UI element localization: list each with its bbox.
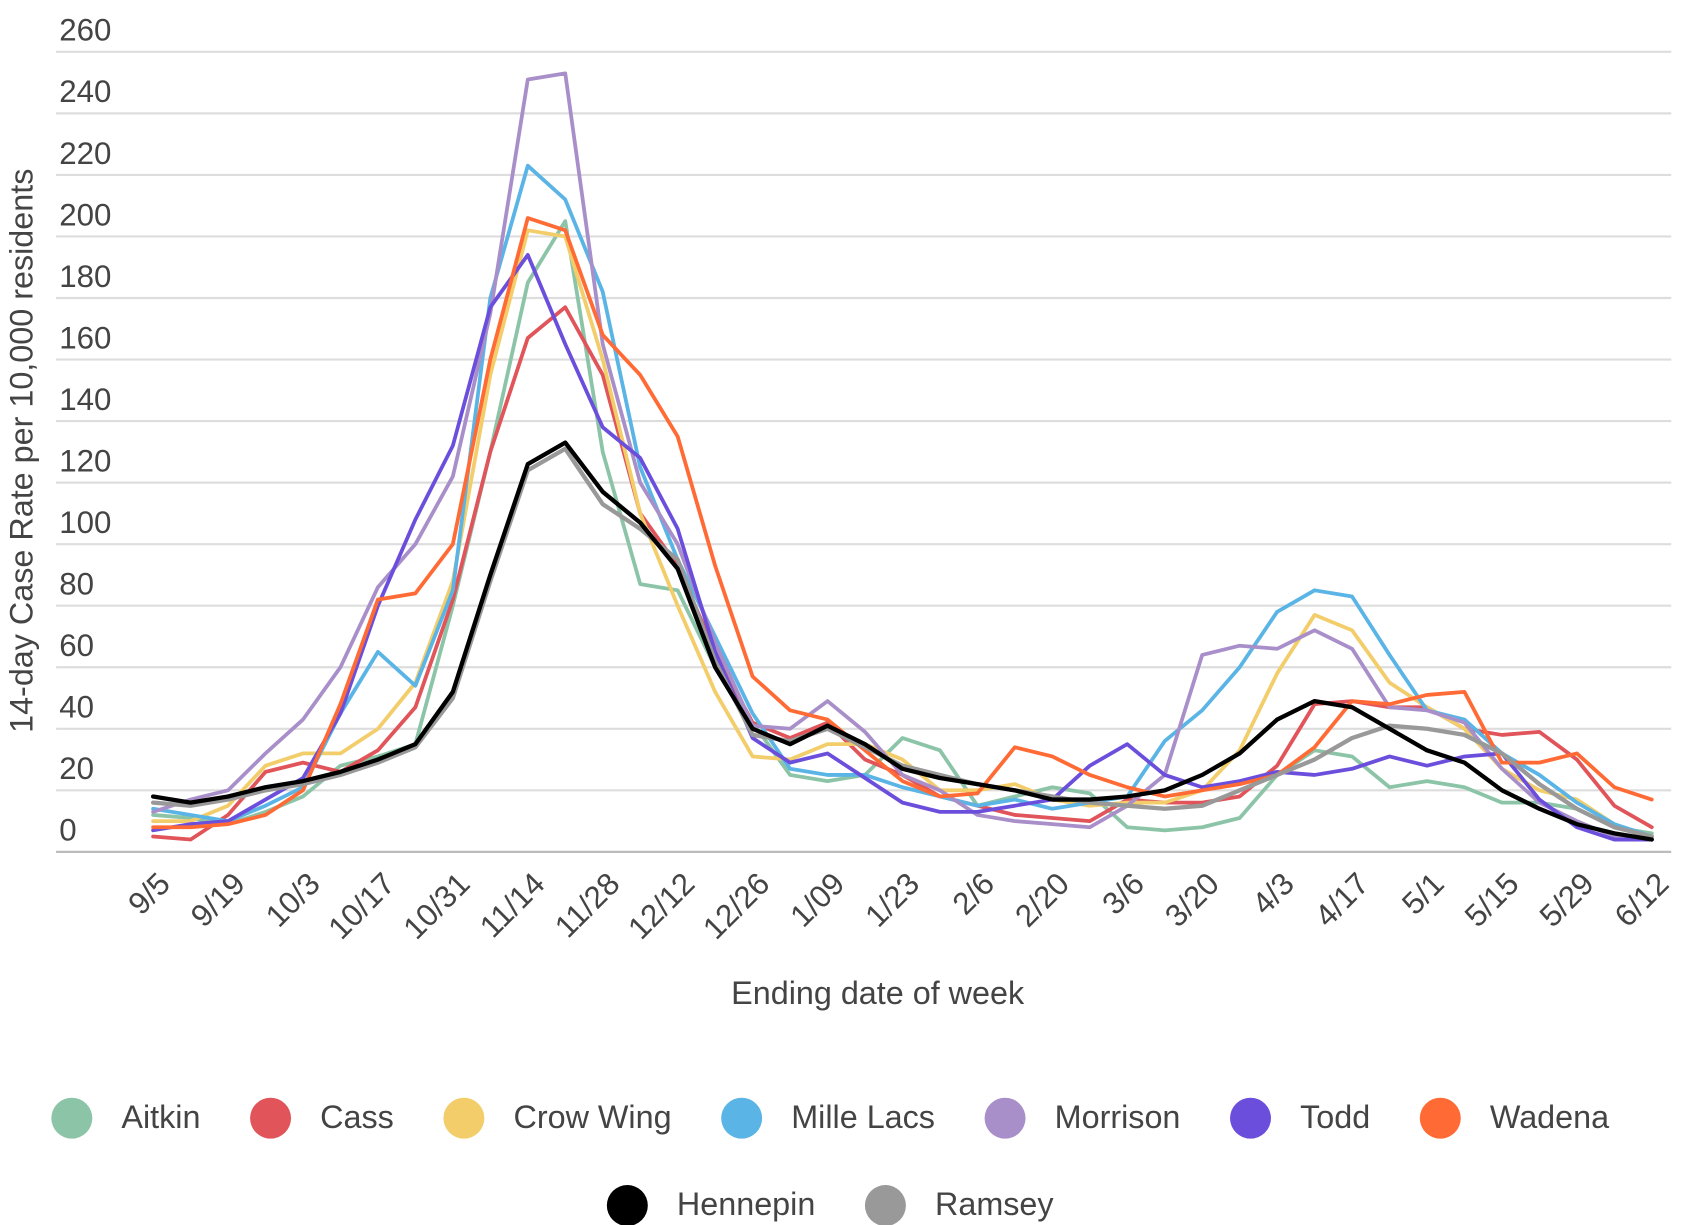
- x-tick-label: 9/19: [184, 866, 252, 934]
- series-line: [151, 253, 1654, 842]
- y-tick-label: 120: [59, 443, 111, 478]
- y-tick-label: 200: [59, 197, 111, 232]
- y-tick-label: 180: [59, 259, 111, 294]
- x-tick-label: 10/17: [322, 866, 402, 946]
- y-tick-label: 140: [59, 382, 111, 417]
- legend-label: Cass: [320, 1099, 394, 1135]
- series-line: [151, 216, 1654, 830]
- legend-swatch: [1230, 1097, 1271, 1139]
- x-tick-label: 4/17: [1308, 866, 1376, 934]
- legend-swatch: [864, 1185, 906, 1225]
- y-tick-label: 160: [59, 320, 111, 355]
- legend-swatch: [606, 1185, 648, 1225]
- x-tick-label: 11/14: [473, 866, 551, 944]
- legend-swatch: [443, 1097, 485, 1139]
- y-tick-label: 40: [59, 690, 94, 725]
- x-tick-label: 3/20: [1158, 866, 1226, 934]
- y-tick-label: 60: [59, 628, 94, 663]
- x-tick-label: 5/15: [1458, 866, 1526, 934]
- series-line: [150, 446, 1654, 839]
- y-tick-label: 80: [59, 567, 94, 602]
- legend-label: Morrison: [1055, 1099, 1181, 1135]
- x-tick-label: 1/23: [858, 866, 926, 934]
- legend-label: Mille Lacs: [791, 1099, 935, 1135]
- legend-swatch: [250, 1097, 292, 1139]
- legend-label: Aitkin: [121, 1099, 200, 1135]
- y-tick-label: 100: [59, 505, 111, 540]
- y-axis-title: 14-day Case Rate per 10,000 residents: [3, 169, 39, 733]
- x-tick-label: 3/6: [1096, 866, 1151, 921]
- legend-label: Ramsey: [935, 1186, 1054, 1222]
- series-line: [151, 71, 1654, 842]
- x-axis-title: Ending date of week: [731, 975, 1025, 1011]
- legend-label: Crow Wing: [513, 1099, 671, 1135]
- series-line: [150, 440, 1654, 842]
- series-line: [151, 163, 1654, 839]
- legend-label: Wadena: [1490, 1099, 1609, 1135]
- legend-row: Aitkin Cass Crow Wing Mille Lacs Morrison Tod…: [51, 1097, 1609, 1139]
- x-tick-label: 4/3: [1245, 866, 1300, 921]
- legend-swatch: [984, 1097, 1026, 1139]
- x-tick-label: 12/26: [696, 866, 776, 946]
- legend-swatch: [1419, 1097, 1461, 1139]
- legend-swatch: [721, 1097, 763, 1139]
- x-tick-label: 5/29: [1533, 866, 1601, 934]
- legend-row: Hennepin Ramsey: [606, 1185, 1054, 1225]
- x-tick-label: 5/1: [1395, 866, 1450, 921]
- series-line: [151, 219, 1654, 836]
- series-line: [151, 228, 1654, 842]
- x-tick-label: 10/3: [259, 866, 327, 934]
- y-tick-label: 260: [59, 13, 111, 48]
- legend-label: Todd: [1300, 1099, 1370, 1135]
- y-tick-label: 20: [59, 751, 94, 786]
- x-tick-label: 10/31: [397, 866, 477, 946]
- y-tick-label: 240: [59, 74, 111, 109]
- x-tick-label: 2/20: [1008, 866, 1076, 934]
- y-tick-label: 220: [59, 136, 111, 171]
- x-tick-label: 12/12: [621, 866, 701, 946]
- x-tick-label: 6/12: [1608, 866, 1676, 934]
- y-tick-label: 0: [59, 813, 76, 848]
- legend-swatch: [51, 1097, 93, 1139]
- x-tick-label: 1/09: [783, 866, 851, 934]
- x-tick-label: 2/6: [946, 866, 1001, 921]
- x-tick-label: 11/28: [548, 866, 626, 944]
- legend-label: Hennepin: [677, 1186, 815, 1222]
- x-tick-label: 9/5: [121, 866, 176, 921]
